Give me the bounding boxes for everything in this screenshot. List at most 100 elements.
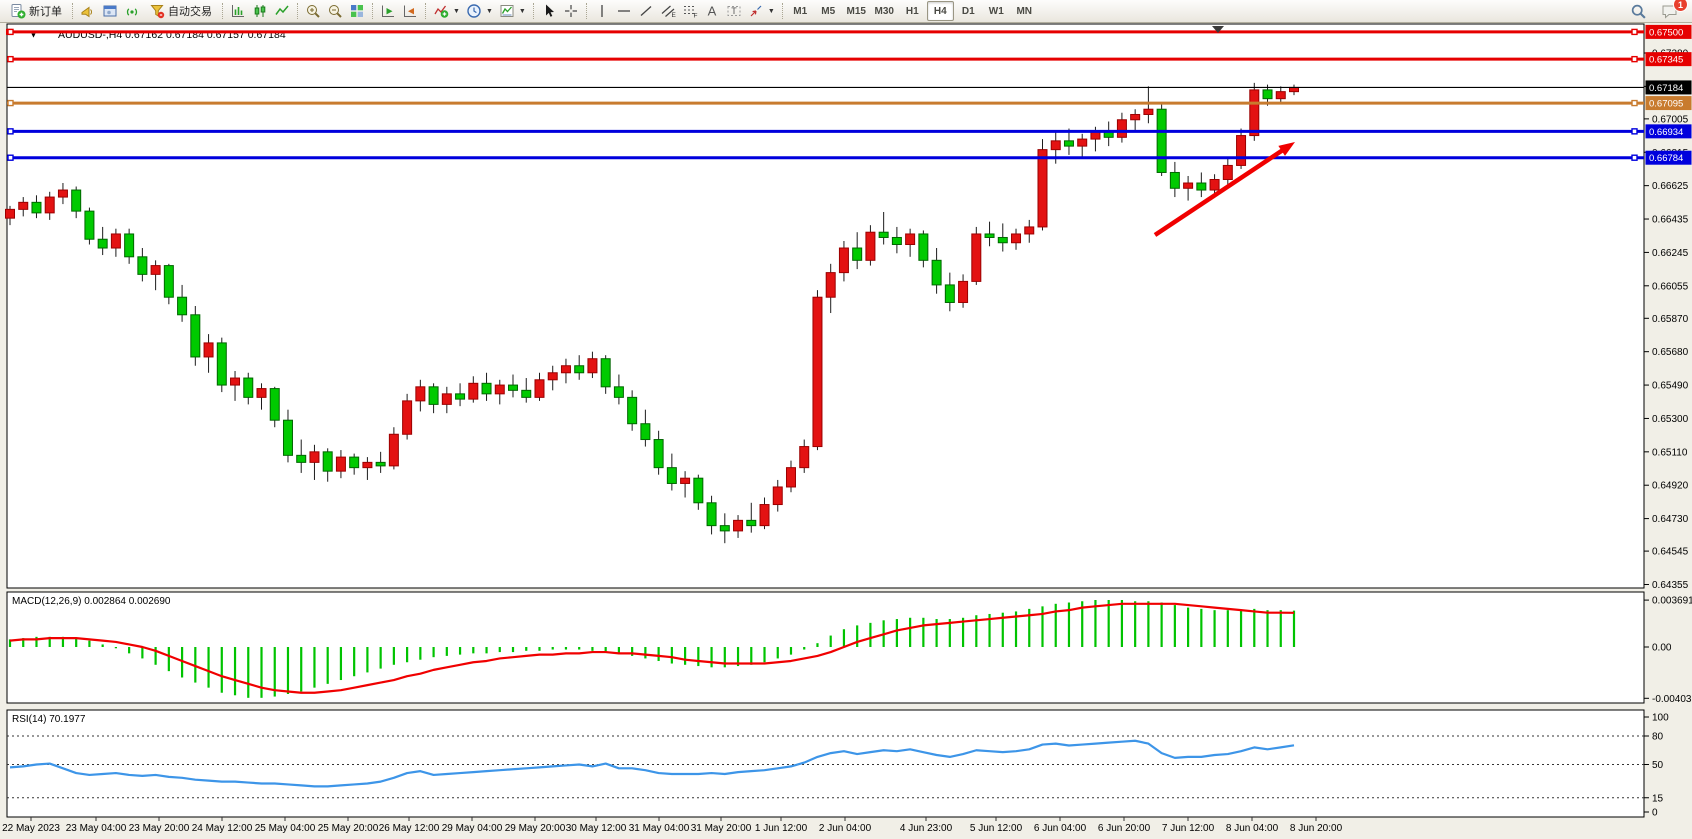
toolbar-right-group: 1 bbox=[1627, 0, 1688, 21]
vertical-line-tool-button[interactable] bbox=[591, 1, 613, 21]
templates-button[interactable]: ▼ bbox=[496, 1, 529, 21]
bar-chart-mode-button[interactable] bbox=[227, 1, 249, 21]
candle-body bbox=[1130, 113, 1141, 121]
candle-body bbox=[137, 256, 148, 275]
search-icon bbox=[1631, 4, 1646, 19]
line-endpoint-handle[interactable] bbox=[7, 154, 14, 161]
timeframe-button-m5[interactable]: M5 bbox=[821, 5, 836, 17]
periods-caret-icon: ▼ bbox=[485, 7, 493, 15]
channel-tool-button[interactable]: E bbox=[657, 1, 679, 21]
price-badge bbox=[1645, 80, 1692, 95]
candle-body bbox=[243, 377, 254, 398]
candle-body bbox=[1249, 89, 1260, 137]
candle-body bbox=[1090, 131, 1101, 140]
label-tool-button[interactable]: T bbox=[723, 1, 745, 21]
time-axis-label: 29 May 20:00 bbox=[505, 823, 566, 834]
cursor-tool-button[interactable] bbox=[538, 1, 560, 21]
periods-button[interactable]: ▼ bbox=[463, 1, 496, 21]
price-tick-label: 0.64730 bbox=[1652, 514, 1689, 525]
signal-button[interactable] bbox=[121, 1, 143, 21]
auto-scroll-button[interactable] bbox=[377, 1, 399, 21]
chart-canvas[interactable]: 0.673800.671900.670050.668150.666250.664… bbox=[0, 23, 1692, 839]
terminal-window-icon bbox=[103, 5, 117, 17]
timeframe-button-h1[interactable]: H1 bbox=[905, 5, 919, 17]
price-badge bbox=[1645, 124, 1692, 139]
price-tick-label: 0.67005 bbox=[1652, 114, 1689, 125]
candle-body bbox=[918, 233, 929, 261]
crosshair-tool-button[interactable] bbox=[560, 1, 582, 21]
tile-windows-button[interactable] bbox=[346, 1, 368, 21]
fibonacci-tool-button[interactable]: F bbox=[679, 1, 701, 21]
terminal-window-button[interactable] bbox=[99, 1, 121, 21]
line-endpoint-handle[interactable] bbox=[7, 128, 14, 135]
candle-body bbox=[1236, 135, 1247, 166]
line-endpoint-handle[interactable] bbox=[1631, 55, 1638, 63]
candle-body bbox=[455, 393, 466, 400]
svg-text:F: F bbox=[693, 13, 697, 20]
search-button[interactable] bbox=[1627, 1, 1650, 21]
megaphone-button[interactable] bbox=[77, 1, 99, 21]
timeframe-button-w1[interactable]: W1 bbox=[988, 5, 1004, 17]
line-chart-mode-button[interactable] bbox=[271, 1, 293, 21]
price-badge-label: 0.67345 bbox=[1649, 55, 1683, 66]
candle-body bbox=[1289, 86, 1299, 93]
zoom-out-icon bbox=[329, 5, 342, 18]
price-tick-label: 0.66625 bbox=[1652, 181, 1689, 192]
clock-icon bbox=[467, 4, 481, 18]
trendline-tool-button[interactable] bbox=[635, 1, 657, 21]
timeframe-button-d1[interactable]: D1 bbox=[961, 5, 975, 17]
zoom-out-button[interactable] bbox=[324, 1, 346, 21]
line-endpoint-handle[interactable] bbox=[1631, 154, 1638, 161]
macd-panel[interactable] bbox=[6, 591, 1645, 704]
candle-body bbox=[891, 236, 902, 246]
candle-body bbox=[905, 233, 916, 246]
candlestick-mode-button[interactable] bbox=[249, 1, 271, 21]
timeframe-button-mn[interactable]: MN bbox=[1016, 5, 1033, 17]
candle-body bbox=[693, 477, 704, 504]
line-endpoint-handle[interactable] bbox=[1631, 28, 1638, 36]
line-endpoint-handle[interactable] bbox=[7, 28, 14, 36]
auto-scroll-icon bbox=[382, 5, 394, 17]
arrows-tool-button[interactable]: ▼ bbox=[745, 1, 778, 21]
candle-body bbox=[110, 233, 121, 249]
trend-arrow-annotation[interactable] bbox=[1153, 142, 1295, 237]
time-axis-label: 8 Jun 20:00 bbox=[1290, 823, 1343, 834]
time-axis[interactable]: 22 May 2023 23 May 04:00 23 May 20:00 24 Ma… bbox=[2, 817, 1343, 834]
svg-text:A: A bbox=[707, 4, 716, 19]
price-tick-label: 0.65680 bbox=[1652, 347, 1689, 358]
toolbar-separator bbox=[425, 3, 426, 19]
chart-shift-marker[interactable] bbox=[1212, 26, 1224, 33]
line-endpoint-handle[interactable] bbox=[1631, 128, 1638, 135]
chat-button[interactable]: 1 bbox=[1658, 0, 1688, 21]
time-axis-label: 29 May 04:00 bbox=[442, 823, 503, 834]
chart-menu-caret-icon[interactable]: ▼ bbox=[30, 33, 37, 40]
timeframe-button-m1[interactable]: M1 bbox=[793, 5, 808, 17]
line-endpoint-handle[interactable] bbox=[1631, 99, 1638, 107]
new-order-button[interactable]: 新订单 bbox=[4, 1, 68, 21]
text-tool-button[interactable]: A bbox=[701, 1, 723, 21]
autotrading-label: 自动交易 bbox=[168, 6, 212, 18]
zoom-in-icon bbox=[307, 5, 320, 18]
price-badge bbox=[1645, 96, 1692, 111]
candle-body bbox=[971, 233, 982, 282]
line-endpoint-handle[interactable] bbox=[7, 99, 14, 107]
timeframe-button-h4[interactable]: H4 bbox=[926, 1, 954, 21]
indicators-button[interactable]: ▼ bbox=[430, 1, 463, 21]
chart-shift-button[interactable] bbox=[399, 1, 421, 21]
time-axis-label: 5 Jun 12:00 bbox=[970, 823, 1023, 834]
line-endpoint-handle[interactable] bbox=[7, 55, 14, 63]
autotrading-button[interactable]: 自动交易 bbox=[143, 1, 218, 21]
price-panel[interactable] bbox=[6, 23, 1645, 589]
candle-body bbox=[534, 379, 545, 398]
arrows-tool-icon bbox=[750, 5, 762, 17]
candle-body bbox=[1183, 182, 1194, 189]
price-badge-label: 0.67500 bbox=[1649, 27, 1683, 38]
zoom-in-button[interactable] bbox=[302, 1, 324, 21]
horizontal-line-tool-button[interactable] bbox=[613, 1, 635, 21]
candle-body bbox=[150, 265, 161, 275]
timeframe-button-m30[interactable]: M30 bbox=[874, 5, 894, 17]
rsi-panel[interactable] bbox=[6, 709, 1645, 818]
toolbar-separator bbox=[372, 3, 373, 19]
notification-badge[interactable]: 1 bbox=[1673, 0, 1688, 12]
timeframe-button-m15[interactable]: M15 bbox=[846, 5, 866, 17]
